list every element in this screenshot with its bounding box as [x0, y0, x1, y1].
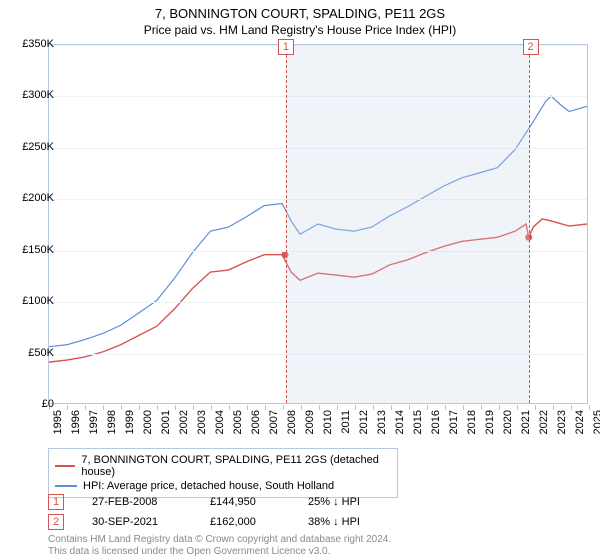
x-tick-label: 2006	[250, 410, 262, 434]
x-tick-label: 2011	[340, 410, 352, 434]
footer-line: This data is licensed under the Open Gov…	[48, 546, 391, 558]
transaction-row: 2 30-SEP-2021 £162,000 38% ↓ HPI	[48, 512, 360, 532]
chart-plot-area: 12	[48, 44, 588, 404]
x-tick-label: 2000	[142, 410, 154, 434]
chart-marker: 2	[523, 39, 539, 55]
transaction-delta: 38% ↓ HPI	[308, 516, 360, 528]
transaction-price: £162,000	[210, 516, 280, 528]
x-tick-label: 2004	[214, 410, 226, 434]
x-tick-label: 2014	[394, 410, 406, 434]
x-tick-label: 2025	[592, 410, 600, 434]
legend-item-hpi: HPI: Average price, detached house, Sout…	[55, 479, 391, 493]
x-tick-label: 2021	[520, 410, 532, 434]
x-tick-label: 1996	[70, 410, 82, 434]
x-tick-label: 2018	[466, 410, 478, 434]
transaction-row: 1 27-FEB-2008 £144,950 25% ↓ HPI	[48, 492, 360, 512]
x-tick-label: 2002	[178, 410, 190, 434]
x-tick-label: 1997	[88, 410, 100, 434]
legend-label: HPI: Average price, detached house, Sout…	[83, 480, 334, 492]
x-tick-label: 2001	[160, 410, 172, 434]
x-tick-label: 1998	[106, 410, 118, 434]
chart-title: 7, BONNINGTON COURT, SPALDING, PE11 2GS	[0, 0, 600, 21]
chart-subtitle: Price paid vs. HM Land Registry's House …	[0, 21, 600, 37]
x-tick-label: 2007	[268, 410, 280, 434]
x-tick-label: 2022	[538, 410, 550, 434]
transaction-delta: 25% ↓ HPI	[308, 496, 360, 508]
x-tick-label: 2024	[574, 410, 586, 434]
x-tick-label: 2013	[376, 410, 388, 434]
x-tick-label: 1995	[52, 410, 64, 434]
x-tick-label: 2020	[502, 410, 514, 434]
legend-box: 7, BONNINGTON COURT, SPALDING, PE11 2GS …	[48, 448, 398, 498]
y-tick-label: £250K	[22, 141, 54, 153]
transaction-price: £144,950	[210, 496, 280, 508]
y-tick-label: £0	[42, 398, 54, 410]
legend-item-subject: 7, BONNINGTON COURT, SPALDING, PE11 2GS …	[55, 453, 391, 479]
y-tick-label: £300K	[22, 89, 54, 101]
x-tick-label: 2023	[556, 410, 568, 434]
x-tick-label: 2019	[484, 410, 496, 434]
transaction-marker: 1	[48, 494, 64, 510]
legend-swatch	[55, 485, 77, 487]
legend-label: 7, BONNINGTON COURT, SPALDING, PE11 2GS …	[81, 454, 391, 478]
x-tick-label: 2005	[232, 410, 244, 434]
footer-line: Contains HM Land Registry data © Crown c…	[48, 534, 391, 546]
x-tick-label: 2017	[448, 410, 460, 434]
y-tick-label: £200K	[22, 192, 54, 204]
transaction-marker: 2	[48, 514, 64, 530]
x-tick-label: 2009	[304, 410, 316, 434]
transaction-date: 27-FEB-2008	[92, 496, 182, 508]
x-tick-label: 2015	[412, 410, 424, 434]
y-tick-label: £150K	[22, 244, 54, 256]
y-tick-label: £100K	[22, 295, 54, 307]
transaction-date: 30-SEP-2021	[92, 516, 182, 528]
x-tick-label: 2010	[322, 410, 334, 434]
x-tick-label: 2012	[358, 410, 370, 434]
y-tick-label: £350K	[22, 38, 54, 50]
x-tick-label: 2003	[196, 410, 208, 434]
chart-marker: 1	[278, 39, 294, 55]
y-tick-label: £50K	[28, 347, 54, 359]
transactions-table: 1 27-FEB-2008 £144,950 25% ↓ HPI 2 30-SE…	[48, 492, 360, 532]
x-tick-label: 2008	[286, 410, 298, 434]
footer-attribution: Contains HM Land Registry data © Crown c…	[48, 534, 391, 558]
x-tick-label: 1999	[124, 410, 136, 434]
legend-swatch	[55, 465, 75, 467]
x-tick-label: 2016	[430, 410, 442, 434]
